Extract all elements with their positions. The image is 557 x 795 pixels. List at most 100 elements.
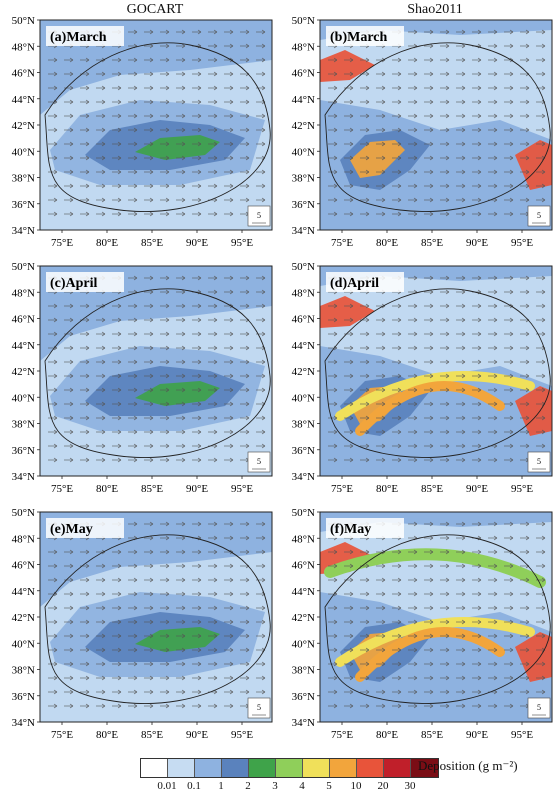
lat-tick-label: 40°N	[292, 638, 315, 650]
lat-tick-label: 36°N	[12, 199, 35, 211]
colorbar-swatch	[249, 759, 276, 777]
lat-tick-label: 48°N	[292, 533, 315, 545]
lat-tick-label: 38°N	[12, 173, 35, 185]
lat-tick-label: 40°N	[12, 146, 35, 158]
lat-tick-label: 36°N	[292, 199, 315, 211]
lat-tick-label: 44°N	[292, 94, 315, 106]
lon-tick-label: 95°E	[231, 483, 253, 495]
lat-tick-label: 50°N	[292, 15, 315, 27]
column-title-shao2011: Shao2011	[407, 2, 463, 17]
lat-tick-label: 34°N	[292, 471, 315, 483]
lon-tick-label: 80°E	[96, 237, 118, 249]
lon-tick-label: 95°E	[511, 729, 533, 741]
lat-tick-label: 38°N	[12, 419, 35, 431]
lat-tick-label: 42°N	[292, 612, 315, 624]
lat-tick-label: 34°N	[12, 471, 35, 483]
vector-scale-label: 5	[537, 457, 541, 466]
panel-label: (f)May	[330, 522, 371, 537]
colorbar-tick-label: 1	[218, 780, 224, 792]
lon-tick-label: 85°E	[421, 237, 443, 249]
panel-label: (d)April	[330, 276, 379, 291]
lat-tick-label: 46°N	[12, 560, 35, 572]
lat-tick-label: 46°N	[292, 314, 315, 326]
colorbar-tick-label: 10	[350, 780, 362, 792]
lon-tick-label: 90°E	[186, 237, 208, 249]
map-panel-4: (d)April 5 50°N 48°N 46°N 44°N 42°N 40°N 38°N 36°…	[292, 261, 553, 495]
colorbar-tick-label: 3	[272, 780, 278, 792]
lat-tick-label: 48°N	[292, 41, 315, 53]
panel-label: (e)May	[50, 522, 93, 537]
lat-tick-label: 48°N	[292, 287, 315, 299]
vector-scale-label: 5	[537, 211, 541, 220]
lon-tick-label: 75°E	[51, 483, 73, 495]
colorbar-swatch	[303, 759, 330, 777]
colorbar-tick-label: 20	[377, 780, 389, 792]
colorbar-swatch	[411, 759, 438, 777]
lat-tick-label: 40°N	[12, 392, 35, 404]
lat-tick-label: 44°N	[12, 340, 35, 352]
map-panel-6: (f)May 5 50°N 48°N 46°N 44°N 42°N 40°N 38°N 36°N 3…	[292, 507, 553, 741]
lon-tick-label: 90°E	[466, 483, 488, 495]
lat-tick-label: 40°N	[292, 146, 315, 158]
lat-tick-label: 38°N	[292, 665, 315, 677]
colorbar-tick-label: 0.1	[187, 780, 201, 792]
lon-tick-label: 75°E	[51, 237, 73, 249]
lat-tick-label: 50°N	[12, 261, 35, 273]
colorbar-tick-label: 4	[299, 780, 305, 792]
colorbar-swatch	[357, 759, 384, 777]
lon-tick-label: 85°E	[141, 729, 163, 741]
lon-tick-label: 75°E	[51, 729, 73, 741]
lon-tick-label: 75°E	[331, 237, 353, 249]
map-panel-3: (c)April 5 50°N 48°N 46°N 44°N 42°N 40°N 38°N 36°…	[12, 261, 273, 495]
colorbar-swatch	[330, 759, 357, 777]
lon-tick-label: 75°E	[331, 483, 353, 495]
colorbar-tick-label: 30	[404, 780, 416, 792]
colorbar-tick-label: 0.01	[157, 780, 177, 792]
lat-tick-label: 34°N	[12, 225, 35, 237]
lat-tick-label: 50°N	[292, 507, 315, 519]
lon-tick-label: 90°E	[186, 483, 208, 495]
colorbar-swatch	[276, 759, 303, 777]
lat-tick-label: 50°N	[12, 15, 35, 27]
colorbar-ticks: 0.01 0.1 1 2 3 4 5 10 20 30	[140, 780, 440, 794]
lat-tick-label: 38°N	[292, 173, 315, 185]
lon-tick-label: 85°E	[421, 729, 443, 741]
lon-tick-label: 80°E	[376, 237, 398, 249]
column-title-gocart: GOCART	[126, 2, 184, 17]
lat-tick-label: 46°N	[12, 314, 35, 326]
lon-tick-label: 95°E	[231, 729, 253, 741]
colorbar-swatch	[141, 759, 168, 777]
lat-tick-label: 44°N	[292, 586, 315, 598]
colorbar	[140, 758, 439, 778]
lon-tick-label: 90°E	[466, 729, 488, 741]
lat-tick-label: 38°N	[292, 419, 315, 431]
lat-tick-label: 50°N	[292, 261, 315, 273]
map-panel-2: (b)March 5 50°N 48°N 46°N 44°N 42°N 40°N 38°N 36°…	[292, 15, 553, 249]
lat-tick-label: 38°N	[12, 665, 35, 677]
panel-label: (b)March	[330, 30, 387, 45]
panel-label: (a)March	[50, 30, 107, 45]
colorbar-tick-label: 2	[245, 780, 251, 792]
colorbar-title: Deposition (g m⁻²)	[418, 758, 518, 773]
lat-tick-label: 42°N	[12, 366, 35, 378]
vector-scale-label: 5	[257, 703, 261, 712]
lat-tick-label: 42°N	[292, 366, 315, 378]
lat-tick-label: 44°N	[12, 586, 35, 598]
lat-tick-label: 46°N	[12, 68, 35, 80]
lat-tick-label: 34°N	[292, 717, 315, 729]
lon-tick-label: 90°E	[186, 729, 208, 741]
colorbar-swatch	[168, 759, 195, 777]
lon-tick-label: 75°E	[331, 729, 353, 741]
lon-tick-label: 95°E	[231, 237, 253, 249]
map-panel-5: (e)May 5 50°N 48°N 46°N 44°N 42°N 40°N 38°N 36°N 3…	[12, 507, 273, 741]
lat-tick-label: 44°N	[12, 94, 35, 106]
lat-tick-label: 36°N	[12, 445, 35, 457]
vector-scale-label: 5	[537, 703, 541, 712]
lat-tick-label: 48°N	[12, 287, 35, 299]
lat-tick-label: 40°N	[12, 638, 35, 650]
lat-tick-label: 42°N	[12, 120, 35, 132]
lat-tick-label: 46°N	[292, 68, 315, 80]
lat-tick-label: 36°N	[292, 445, 315, 457]
colorbar-swatch	[222, 759, 249, 777]
